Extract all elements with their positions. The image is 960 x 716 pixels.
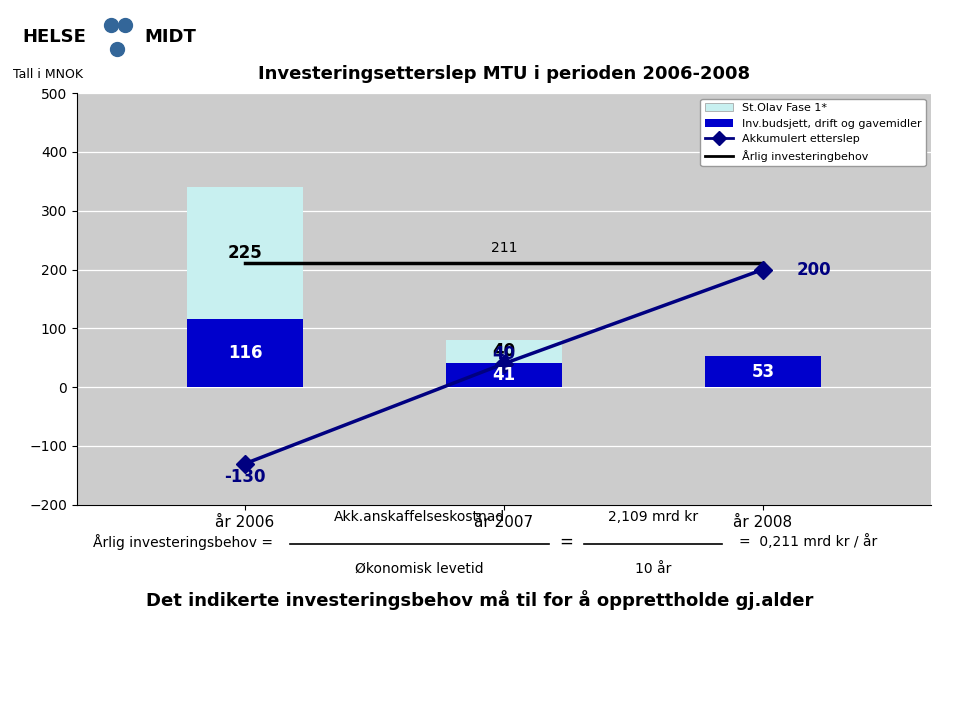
Bar: [187, 319, 303, 387]
Bar: [445, 339, 563, 363]
Bar: [187, 187, 303, 319]
Text: Tall i MNOK: Tall i MNOK: [12, 68, 83, 81]
Text: 211: 211: [491, 241, 517, 256]
Text: 116: 116: [228, 344, 262, 362]
Text: HELSE: HELSE: [22, 28, 86, 46]
Bar: [705, 356, 821, 387]
Text: Trondheim
7.sept 2009: Trondheim 7.sept 2009: [867, 27, 947, 55]
Text: Økonomisk levetid: Økonomisk levetid: [355, 562, 484, 576]
Legend: St.Olav Fase 1*, Inv.budsjett, drift og gavemidler, Akkumulert etterslep, Årlig : St.Olav Fase 1*, Inv.budsjett, drift og …: [701, 99, 925, 166]
Text: 225: 225: [228, 244, 262, 262]
Text: 40: 40: [492, 345, 516, 363]
Text: Det indikerte investeringsbehov må til for å opprettholde gj.alder: Det indikerte investeringsbehov må til f…: [146, 590, 814, 610]
Text: 40: 40: [492, 342, 516, 360]
Text: Investeringer: Investeringer: [292, 26, 523, 56]
Bar: [445, 363, 563, 387]
Text: =  0,211 mrd kr / år: = 0,211 mrd kr / år: [739, 535, 877, 549]
Text: Medisinsk Teknisk Forening Symposium 2009: Medisinsk Teknisk Forening Symposium 200…: [327, 659, 786, 677]
Text: MIDT: MIDT: [145, 28, 197, 46]
Text: Norwegian Society for Biomedical Engineering: Norwegian Society for Biomedical Enginee…: [90, 684, 332, 694]
Text: -130: -130: [225, 468, 266, 485]
Text: 2,109 mrd kr: 2,109 mrd kr: [608, 510, 698, 524]
Text: =: =: [560, 533, 573, 551]
Text: MEDISINSK TEKNISK FORENING: MEDISINSK TEKNISK FORENING: [101, 652, 322, 664]
Text: Akk.anskaffelseskostnad: Akk.anskaffelseskostnad: [334, 510, 505, 524]
Text: 53: 53: [752, 363, 775, 381]
Text: 41: 41: [492, 367, 516, 384]
Title: Investeringsetterslep MTU i perioden 2006-2008: Investeringsetterslep MTU i perioden 200…: [258, 65, 750, 83]
Text: Årlig investeringsbehov =: Årlig investeringsbehov =: [93, 534, 273, 550]
Text: 200: 200: [797, 261, 831, 279]
Text: 10 år: 10 år: [635, 562, 671, 576]
